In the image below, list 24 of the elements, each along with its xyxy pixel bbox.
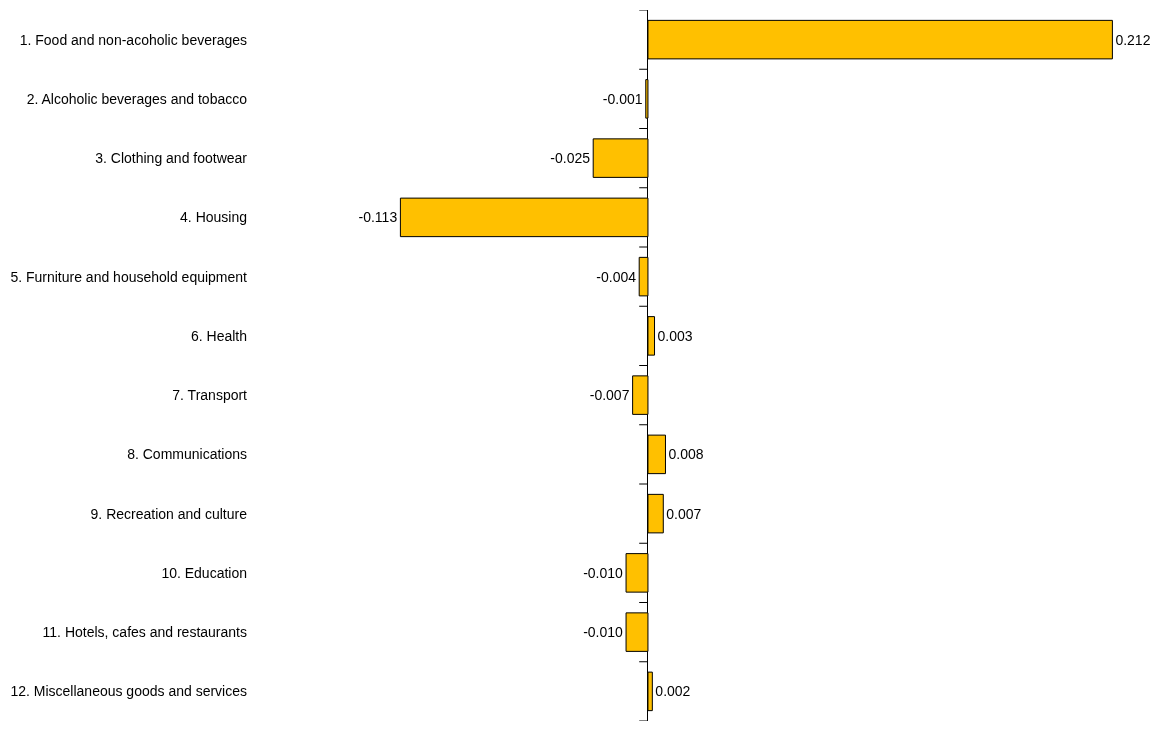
- data-label: -0.010: [583, 624, 624, 641]
- data-label: 0.008: [668, 446, 704, 463]
- y-tick-label: 12. Miscellaneous goods and services: [10, 683, 247, 700]
- data-label: -0.004: [596, 268, 637, 285]
- y-tick-label: 11. Hotels, cafes and restaurants: [42, 624, 247, 641]
- data-label: 0.003: [657, 327, 693, 344]
- data-label: -0.010: [583, 564, 624, 581]
- y-tick-label: 6. Health: [190, 327, 247, 344]
- data-label: -0.025: [550, 150, 591, 167]
- y-tick-label: 1. Food and non-acoholic beverages: [19, 31, 247, 48]
- data-label: -0.001: [602, 90, 643, 107]
- y-tick-label: 5. Furniture and household equipment: [10, 268, 248, 285]
- y-tick-label: 4. Housing: [180, 209, 247, 226]
- y-tick-label: 8. Communications: [127, 446, 247, 463]
- y-tick-label: 7. Transport: [172, 387, 248, 404]
- data-label: 0.007: [666, 505, 702, 522]
- y-tick-label: 10. Education: [161, 564, 247, 581]
- data-label: 0.212: [1115, 31, 1151, 48]
- y-tick-label: 3. Clothing and footwear: [95, 150, 248, 167]
- y-tick-label: 2. Alcoholic beverages and tobacco: [26, 90, 248, 107]
- data-label: -0.007: [589, 387, 630, 404]
- y-tick-label: 9. Recreation and culture: [90, 505, 248, 522]
- data-label: -0.113: [358, 209, 398, 226]
- data-label: 0.002: [655, 683, 691, 700]
